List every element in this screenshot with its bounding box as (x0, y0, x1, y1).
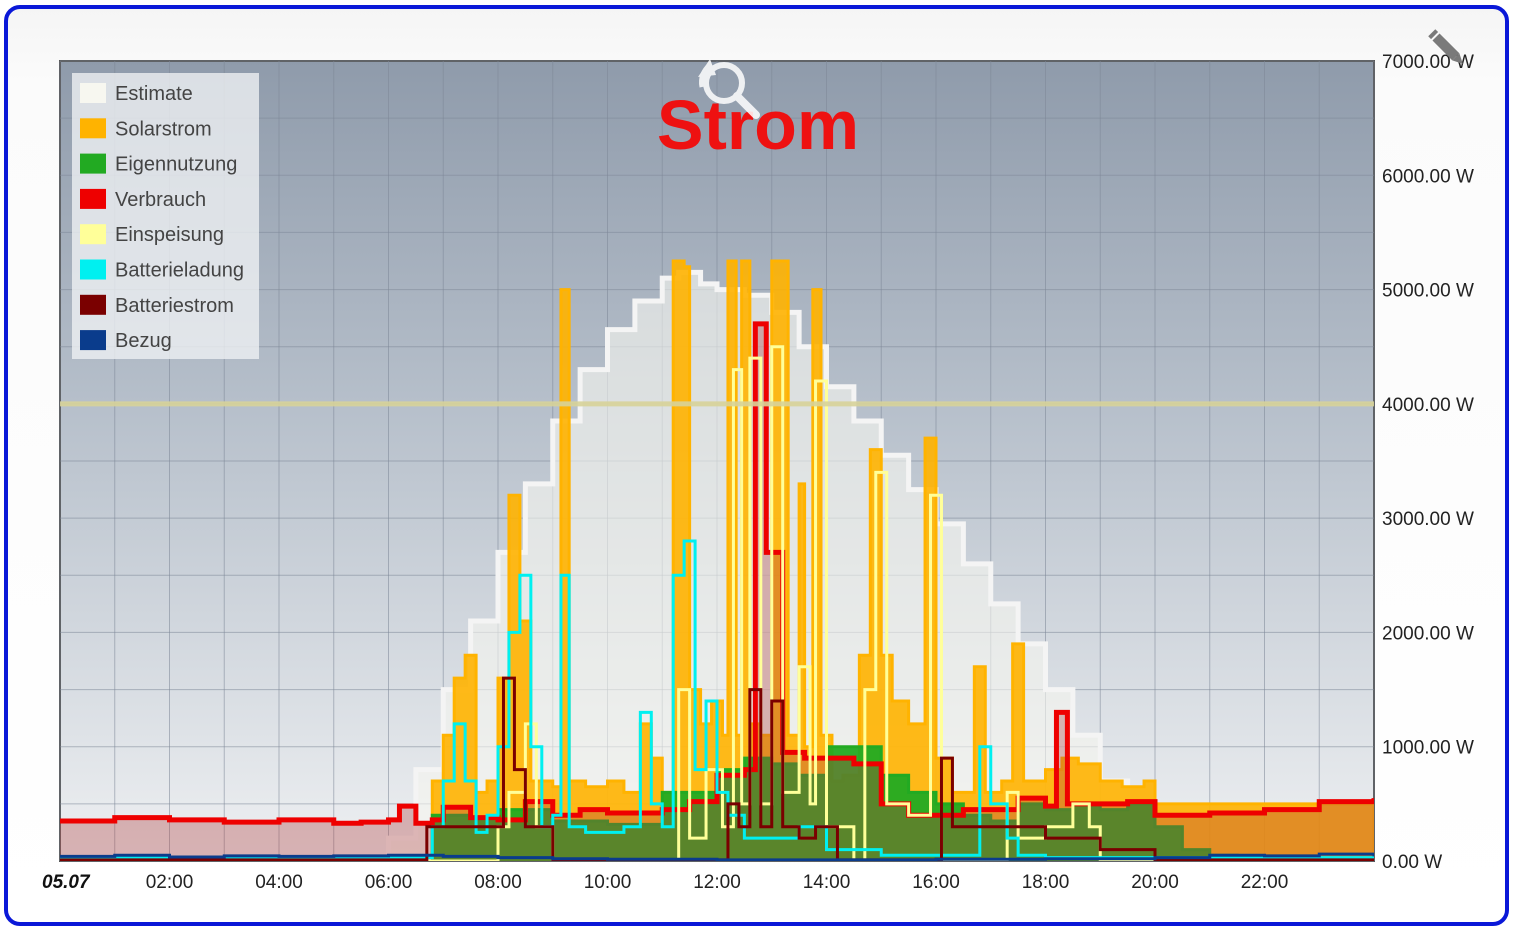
legend-label: Einspeisung (115, 224, 224, 246)
legend-label: Eigennutzung (115, 154, 237, 176)
x-tick-label: 02:00 (146, 872, 194, 893)
legend-item[interactable]: Einspeisung (80, 224, 224, 246)
x-tick-label: 06:00 (365, 872, 413, 893)
y-tick-label: 2000.00 W (1382, 623, 1474, 644)
legend-swatch (80, 188, 106, 209)
legend-item[interactable]: Eigennutzung (80, 153, 237, 176)
legend-item[interactable]: Batteriestrom (80, 294, 234, 317)
legend-swatch (80, 294, 106, 315)
legend-label: Batterieladung (115, 260, 244, 282)
pencil-icon[interactable] (1428, 29, 1466, 67)
power-chart: 0.00 W 1000.00 W 2000.00 W 3000.00 W 4000.00… (42, 29, 1474, 893)
y-axis: 0.00 W 1000.00 W 2000.00 W 3000.00 W 4000.00… (1382, 52, 1474, 873)
legend-swatch (80, 83, 106, 103)
legend-item[interactable]: Batterieladung (80, 259, 244, 282)
x-tick-label: 08:00 (474, 872, 522, 893)
legend-item[interactable]: Solarstrom (80, 118, 212, 140)
chart-frame: 0.00 W 1000.00 W 2000.00 W 3000.00 W 4000.00… (4, 5, 1509, 926)
legend-swatch (80, 330, 106, 351)
legend-label: Solarstrom (115, 118, 212, 140)
legend-label: Bezug (115, 330, 172, 352)
series-line-batteriestrom (60, 676, 1374, 861)
x-tick-label: 12:00 (693, 872, 741, 893)
y-tick-label: 4000.00 W (1382, 395, 1474, 416)
y-tick-label: 0.00 W (1382, 852, 1442, 873)
legend-swatch (80, 118, 106, 139)
chart-title: Strom (657, 86, 859, 164)
legend-item[interactable]: Verbrauch (80, 188, 206, 211)
y-tick-label: 1000.00 W (1382, 738, 1474, 759)
legend: Estimate Solarstrom Eigennutzung Verbrauch E… (72, 73, 259, 359)
x-tick-label: 18:00 (1022, 872, 1070, 893)
x-tick-label: 10:00 (584, 872, 632, 893)
magnifier-reset-icon[interactable] (698, 59, 760, 119)
x-tick-label: 04:00 (255, 872, 303, 893)
legend-swatch (80, 224, 106, 245)
series-layer (60, 259, 1374, 861)
series-area-estimate (60, 272, 1374, 861)
series-line-bezug (60, 852, 1374, 861)
legend-label: Batteriestrom (115, 295, 234, 317)
x-tick-label: 20:00 (1131, 872, 1179, 893)
legend-swatch (80, 259, 106, 280)
x-tick-label: 22:00 (1241, 872, 1289, 893)
legend-swatch (80, 153, 106, 174)
y-tick-label: 3000.00 W (1382, 509, 1474, 530)
legend-label: Verbrauch (115, 189, 206, 211)
legend-label: Estimate (115, 83, 193, 105)
x-tick-label: 16:00 (912, 872, 960, 893)
y-tick-label: 5000.00 W (1382, 281, 1474, 302)
x-tick-label: 14:00 (803, 872, 851, 893)
x-axis: 05.07 02:00 04:00 06:00 08:00 10:00 12:00 14:00… (42, 872, 1288, 893)
x-tick-label: 05.07 (42, 872, 91, 893)
y-tick-label: 6000.00 W (1382, 166, 1474, 187)
legend-item[interactable]: Bezug (80, 330, 172, 352)
legend-item[interactable]: Estimate (80, 83, 193, 105)
